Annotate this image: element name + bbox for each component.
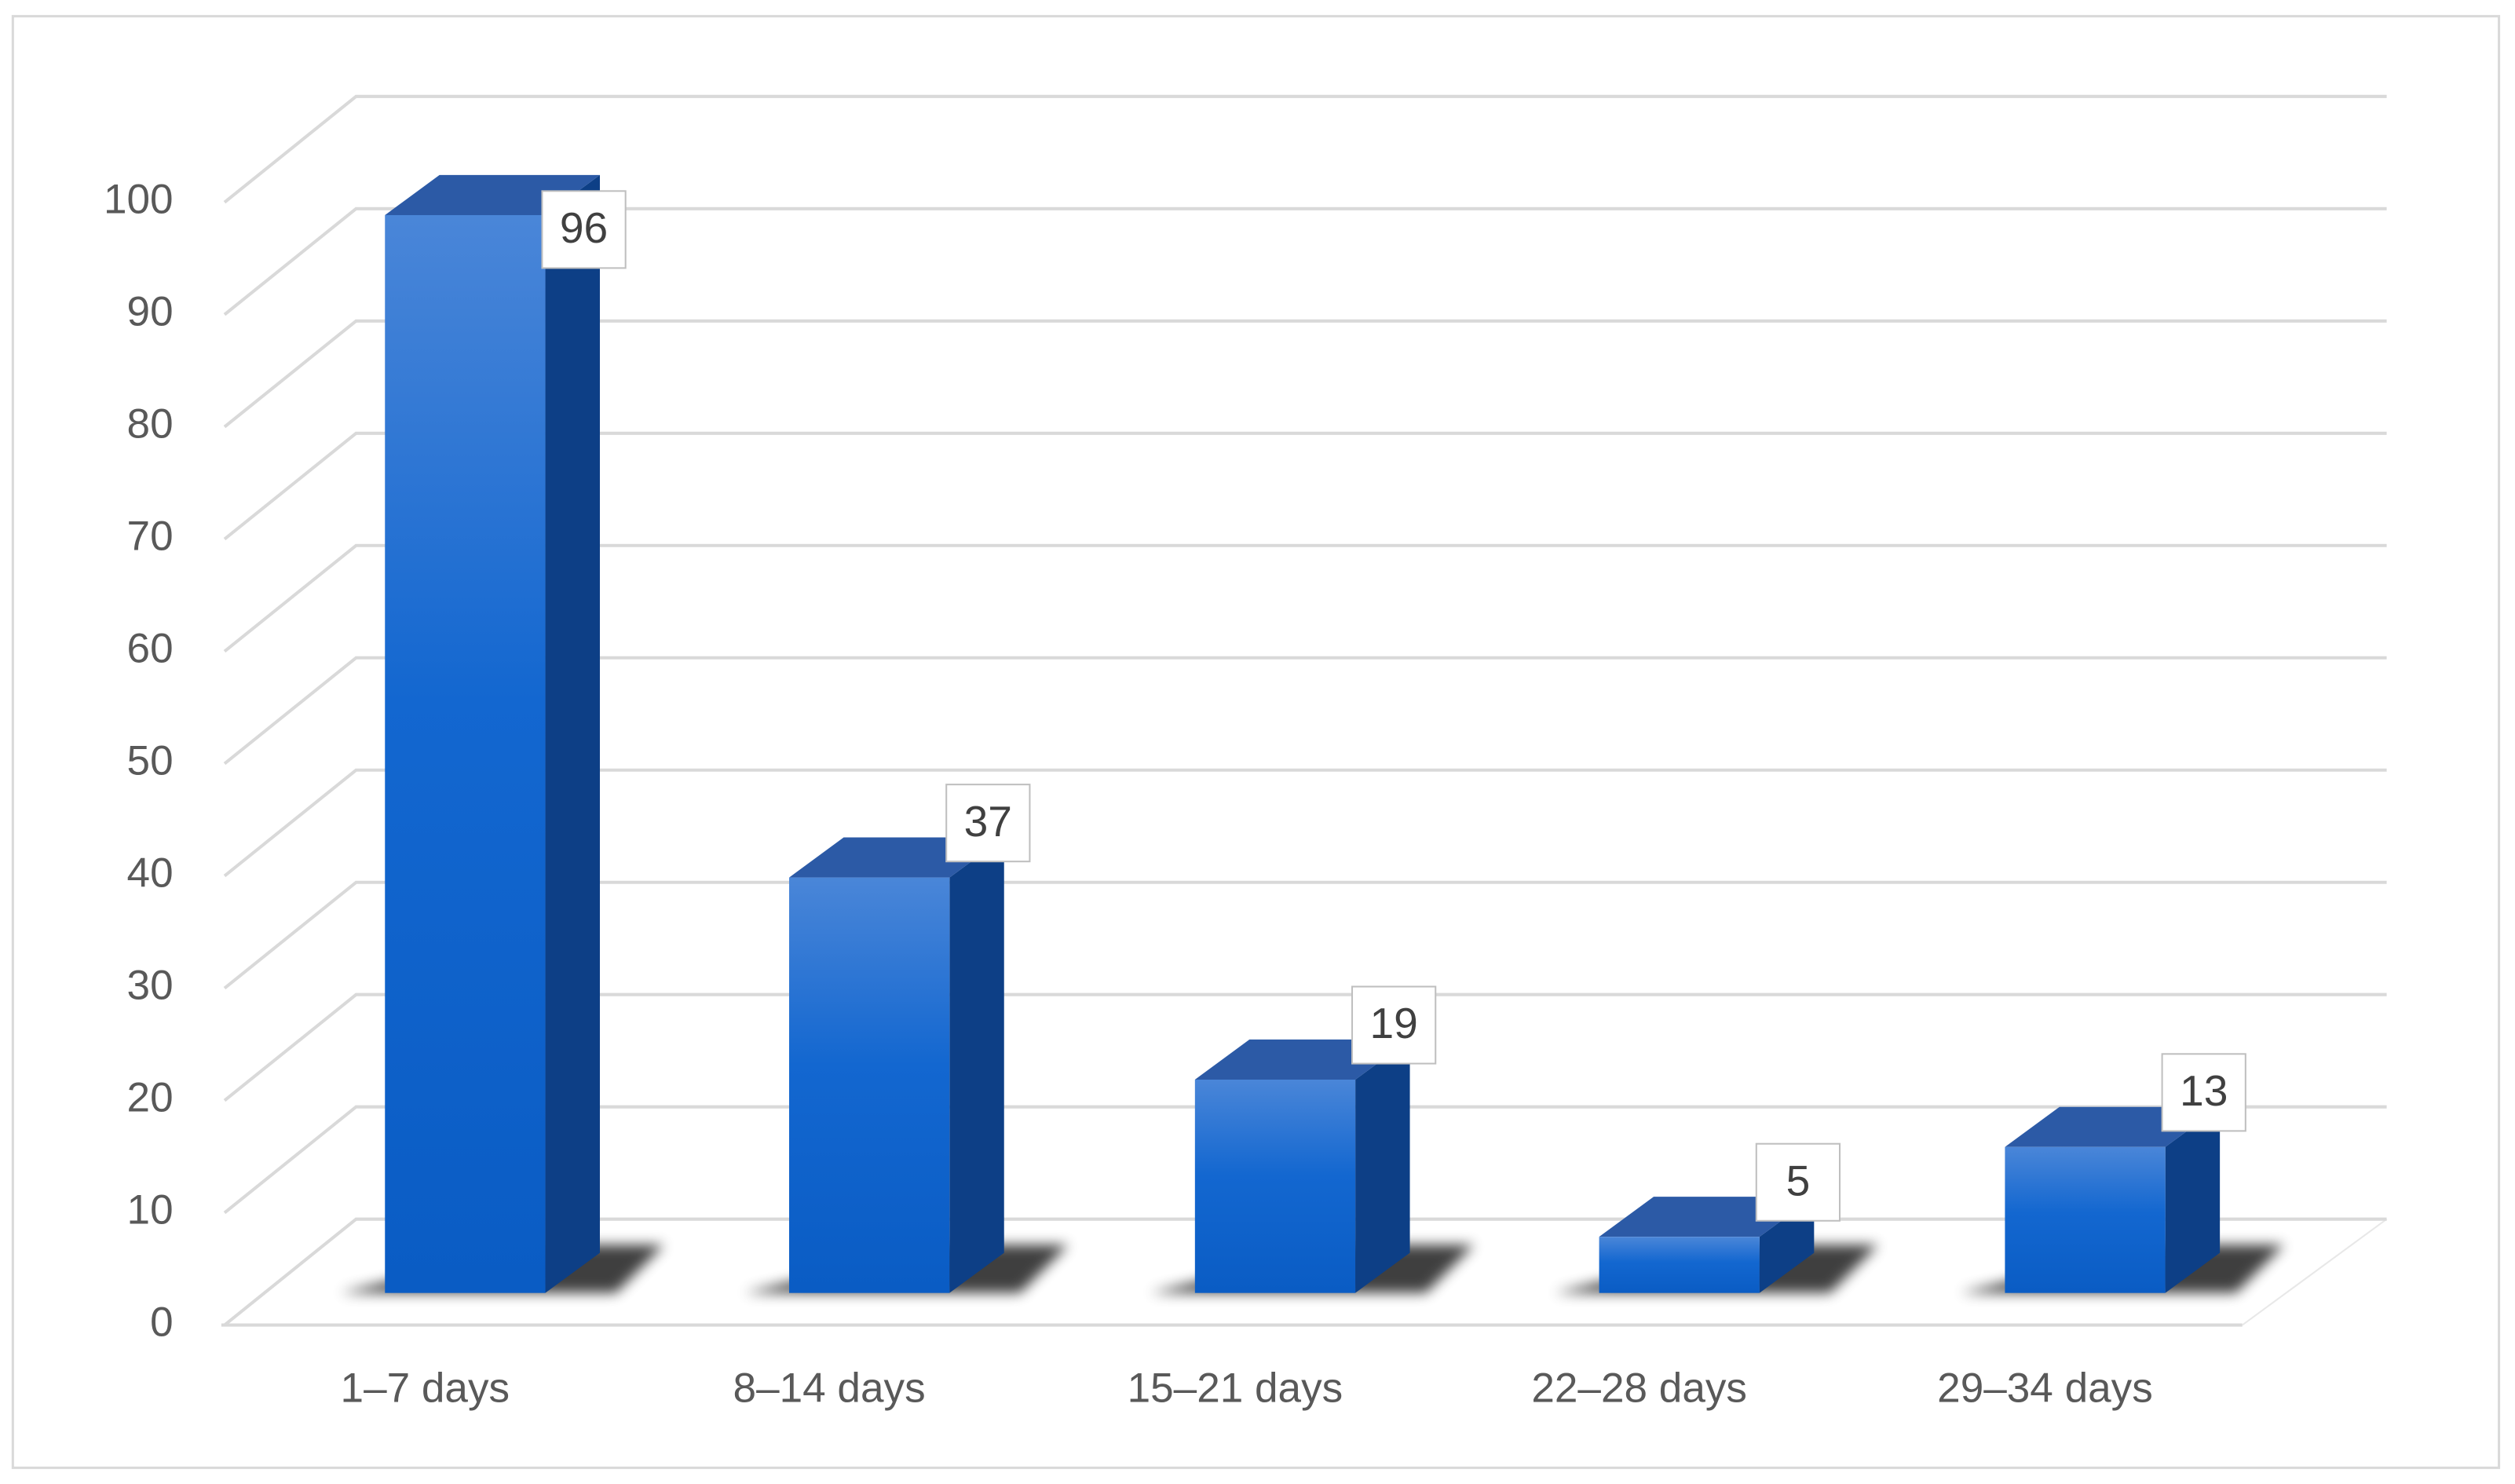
y-tick-label: 80 (127, 401, 174, 448)
y-tick-label: 40 (127, 850, 174, 897)
y-tick-label: 0 (150, 1299, 174, 1346)
grid-line (223, 656, 2387, 766)
data-label-box (541, 190, 627, 269)
bar (789, 877, 950, 1293)
grid-line (223, 1105, 2387, 1215)
grid-line (223, 319, 2387, 429)
x-tick-label: 8–14 days (733, 1365, 926, 1411)
bar-side (2165, 1106, 2221, 1293)
bar (2005, 1146, 2166, 1293)
x-tick-label: 22–28 days (1531, 1365, 1747, 1411)
x-tick-label: 1–7 days (341, 1365, 510, 1411)
data-label-box (2161, 1053, 2246, 1132)
data-label: 37 (964, 797, 1012, 846)
data-label-box (945, 784, 1031, 863)
y-tick-label: 30 (127, 963, 174, 1009)
y-tick-label: 100 (104, 177, 174, 223)
y-tick-label: 10 (127, 1187, 174, 1234)
bar-side (949, 837, 1004, 1293)
y-tick-label: 90 (127, 289, 174, 335)
data-label-box (1755, 1142, 1841, 1222)
y-tick-label: 70 (127, 514, 174, 560)
grid-line (223, 992, 2387, 1102)
data-label: 19 (1369, 999, 1417, 1047)
bar-side (1355, 1039, 1410, 1293)
grid-line (223, 768, 2387, 878)
data-label-box (1351, 985, 1437, 1065)
grid-line (223, 880, 2387, 990)
y-tick-label: 50 (127, 738, 174, 784)
y-tick-label: 20 (127, 1075, 174, 1121)
grid-line (223, 431, 2387, 541)
bar-side (545, 174, 600, 1293)
floor-edge (2242, 1218, 2388, 1326)
bar (385, 214, 546, 1293)
bar (1599, 1237, 1760, 1293)
x-tick-label: 29–34 days (1937, 1365, 2153, 1411)
data-label: 5 (1786, 1156, 1811, 1204)
grid-line (223, 207, 2387, 316)
x-tick-label: 15–21 days (1128, 1365, 1343, 1411)
grid-line (223, 94, 2387, 204)
data-label: 13 (2180, 1066, 2228, 1115)
y-tick-label: 60 (127, 626, 174, 672)
data-label: 96 (560, 203, 608, 252)
bar (1194, 1079, 1356, 1293)
grid-line (223, 543, 2387, 653)
